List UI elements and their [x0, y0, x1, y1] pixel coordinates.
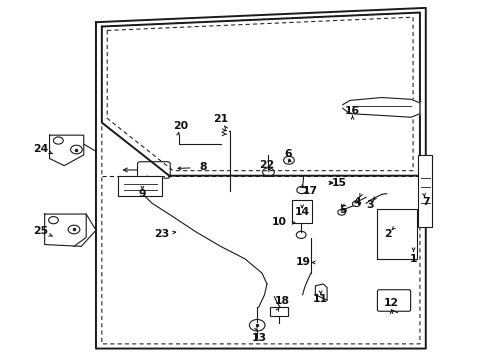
- Text: 19: 19: [296, 257, 311, 267]
- Bar: [292, 200, 313, 223]
- Text: 12: 12: [384, 298, 399, 308]
- Text: 16: 16: [345, 106, 360, 116]
- Text: 18: 18: [275, 296, 290, 306]
- Polygon shape: [343, 98, 420, 117]
- Text: 3: 3: [366, 200, 374, 210]
- Text: 6: 6: [284, 149, 292, 159]
- Text: 8: 8: [200, 162, 207, 172]
- FancyBboxPatch shape: [377, 290, 411, 311]
- Text: 23: 23: [154, 229, 170, 239]
- Text: 25: 25: [33, 226, 49, 236]
- Text: 5: 5: [339, 206, 346, 216]
- Polygon shape: [118, 176, 162, 196]
- Text: 17: 17: [302, 186, 318, 196]
- Text: 22: 22: [259, 160, 274, 170]
- FancyBboxPatch shape: [138, 162, 170, 178]
- Text: 7: 7: [422, 197, 430, 207]
- Text: 21: 21: [213, 114, 228, 124]
- Text: 15: 15: [332, 178, 347, 188]
- Text: 10: 10: [271, 217, 287, 227]
- Text: 1: 1: [410, 254, 417, 264]
- Bar: [418, 155, 432, 226]
- Text: 20: 20: [173, 121, 188, 131]
- Text: 13: 13: [252, 333, 267, 343]
- Text: 24: 24: [33, 144, 49, 154]
- Text: 2: 2: [384, 229, 392, 239]
- Text: 9: 9: [139, 189, 146, 199]
- Text: 4: 4: [354, 197, 361, 207]
- Text: 11: 11: [313, 294, 328, 304]
- Bar: [377, 209, 417, 259]
- Bar: [270, 307, 288, 316]
- Text: 14: 14: [294, 207, 310, 217]
